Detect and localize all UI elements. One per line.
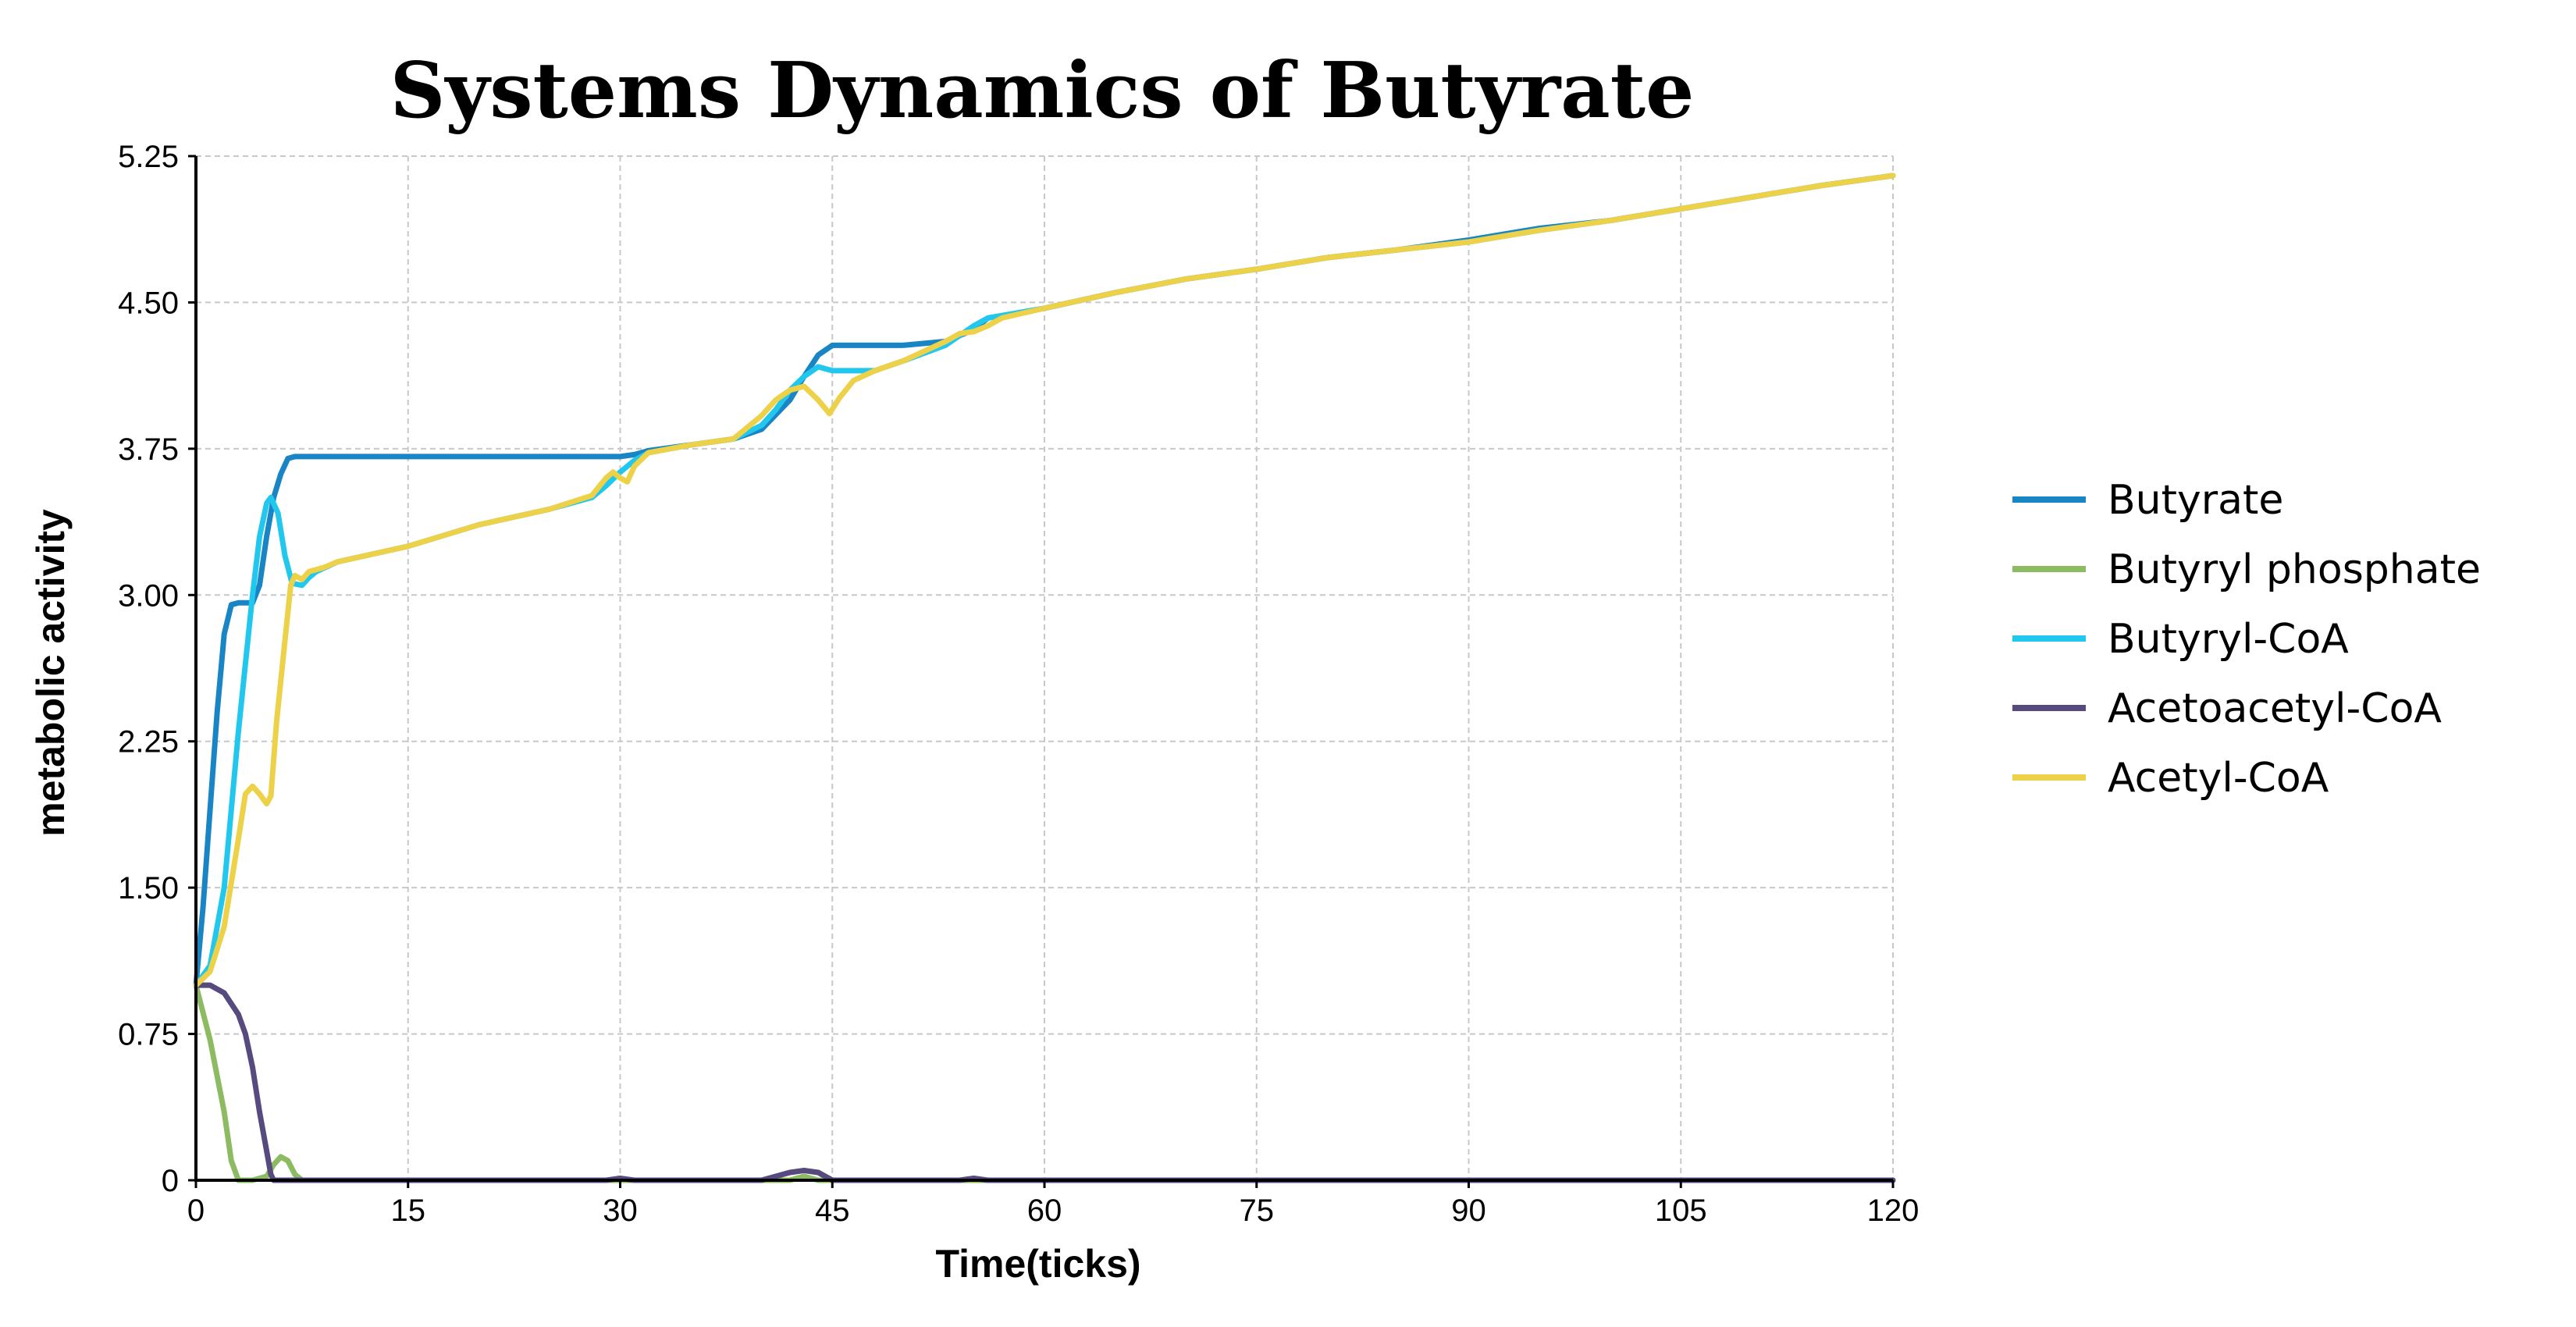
tick-labels: 0 15 30 45 60 75 90 105 120 0 0.75 1.50 2.25 3.00 3.75… [118, 140, 1919, 1228]
x-tick-label: 90 [1451, 1194, 1486, 1228]
y-tick-label: 5.25 [118, 140, 179, 174]
y-axis-label: metabolic activity [29, 509, 73, 837]
x-tick-label: 60 [1027, 1194, 1062, 1228]
y-tick-label: 1.50 [118, 871, 179, 905]
x-tick-label: 120 [1867, 1194, 1920, 1228]
legend-label-butyryl-coa: Butyryl-CoA [2108, 616, 2349, 663]
legend-label-butyrate: Butyrate [2108, 477, 2283, 524]
legend: Butyrate Butyryl phosphate Butyryl-CoA Acet… [2012, 477, 2481, 802]
legend-label-acetyl-coa: Acetyl-CoA [2108, 755, 2329, 802]
y-tick-label: 0 [162, 1164, 179, 1198]
series-lines [193, 173, 1896, 1183]
series-line-butyryl-phosphate [193, 982, 1896, 1183]
y-tick-label: 0.75 [118, 1018, 179, 1052]
y-tick-label: 4.50 [118, 286, 179, 320]
y-tick-label: 3.00 [118, 578, 179, 613]
series-line-acetyl-coa [193, 173, 1896, 988]
x-tick-label: 75 [1240, 1194, 1275, 1228]
x-tick-label: 45 [815, 1194, 850, 1228]
y-tick-label: 2.25 [118, 725, 179, 760]
x-tick-label: 0 [187, 1194, 205, 1228]
chart-title: Systems Dynamics of Butyrate [390, 46, 1695, 136]
x-tick-label: 105 [1655, 1194, 1707, 1228]
x-tick-label: 15 [391, 1194, 426, 1228]
legend-label-acetoacetyl-coa: Acetoacetyl-CoA [2108, 685, 2442, 732]
x-axis-label: Time(ticks) [935, 1242, 1140, 1286]
grid [196, 155, 1894, 1180]
x-tick-label: 30 [603, 1194, 638, 1228]
legend-label-butyryl-phosphate: Butyryl phosphate [2108, 546, 2481, 593]
y-tick-label: 3.75 [118, 432, 179, 467]
